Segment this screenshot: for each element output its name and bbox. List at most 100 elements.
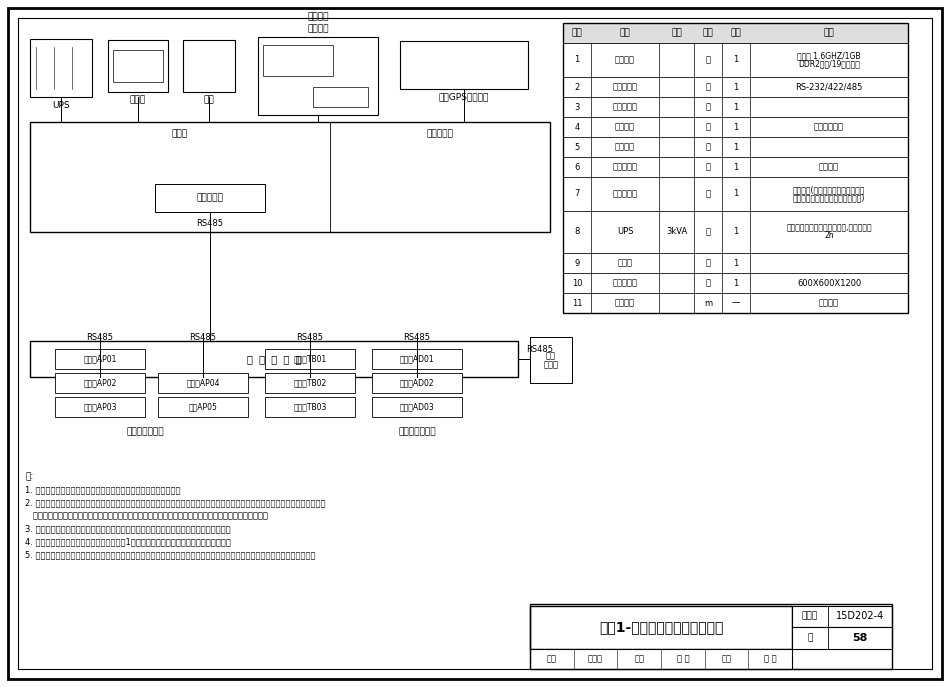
Bar	[563, 293, 908, 313]
Text: 汇流箱监测装置: 汇流箱监测装置	[398, 427, 436, 436]
Text: 通  信  管  理  表: 通 信 管 理 表	[247, 354, 301, 364]
Bar	[563, 137, 908, 157]
Bar	[530, 606, 792, 649]
Text: 2: 2	[575, 82, 580, 91]
Bar	[372, 373, 462, 393]
Text: 1. 本案例为中型光伏系统，根据建设单位的要求设置光伏监测系统。: 1. 本案例为中型光伏系统，根据建设单位的要求设置光伏监测系统。	[25, 485, 180, 494]
Text: 页: 页	[808, 633, 812, 643]
Text: 审核: 审核	[547, 655, 557, 664]
Text: 2h: 2h	[825, 232, 834, 240]
Bar	[55, 349, 145, 369]
Text: 3. 环境监测仪内置太阳辐射表，并提供光伏组件温度采集量口，风速风向信息等采集量口。: 3. 环境监测仪内置太阳辐射表，并提供光伏组件温度采集量口，风速风向信息等采集量…	[25, 524, 231, 533]
Text: 1: 1	[733, 56, 739, 65]
Text: 1: 1	[733, 278, 739, 287]
Bar	[263, 45, 333, 76]
Text: DDR2内存/19寸监视器: DDR2内存/19寸监视器	[798, 60, 860, 69]
Text: 打印机: 打印机	[130, 95, 146, 104]
Bar	[30, 341, 518, 377]
Text: 1: 1	[733, 190, 739, 199]
Text: 配网AP05: 配网AP05	[188, 403, 218, 412]
Text: 3kVA: 3kVA	[666, 227, 687, 236]
Bar	[313, 87, 368, 107]
Text: 58: 58	[852, 633, 867, 643]
Text: 系统对钟同步: 系统对钟同步	[814, 122, 844, 131]
Text: 9: 9	[575, 258, 580, 267]
Bar	[265, 397, 355, 417]
Text: 1: 1	[575, 56, 580, 65]
Text: 案例1-光伏发电监测系统示意图: 案例1-光伏发电监测系统示意图	[598, 620, 723, 635]
Bar	[372, 397, 462, 417]
Text: 授时模块: 授时模块	[615, 122, 635, 131]
Text: 故障报警信息以及环境参数，统计和显示日发电量、总发电量、节能减排指标等信息，并可开放打印报表。: 故障报警信息以及环境参数，统计和显示日发电量、总发电量、节能减排指标等信息，并可…	[25, 511, 268, 520]
Text: 汇流箱AD02: 汇流箱AD02	[400, 379, 434, 387]
Text: 多媒体音箱: 多媒体音箱	[613, 163, 637, 172]
Text: 配套提供: 配套提供	[819, 298, 839, 308]
Text: 逆变器TB03: 逆变器TB03	[294, 403, 327, 412]
Text: 音箱: 音箱	[203, 95, 215, 104]
Text: 校对: 校对	[635, 655, 644, 664]
Text: 1: 1	[733, 122, 739, 131]
Text: 环境监测仪: 环境监测仪	[613, 190, 637, 199]
Text: 声音报警: 声音报警	[819, 163, 839, 172]
Text: 台: 台	[706, 122, 711, 131]
Bar	[563, 253, 908, 273]
Text: 2. 监测系统可测量和显示系统工作电压和电流，系统的工作状态，直流侧电压和电流，交流输出电压和电流，功率，功率因数、频率、: 2. 监测系统可测量和显示系统工作电压和电流，系统的工作状态，直流侧电压和电流，…	[25, 498, 326, 507]
Text: 1: 1	[733, 258, 739, 267]
Text: 台: 台	[706, 82, 711, 91]
Text: RS485: RS485	[526, 344, 554, 354]
Text: 8: 8	[575, 227, 580, 236]
Text: 配电箱AP01: 配电箱AP01	[84, 354, 117, 363]
Text: RS485: RS485	[296, 333, 324, 341]
Text: 监测主机: 监测主机	[615, 56, 635, 65]
Bar	[183, 40, 235, 92]
Bar	[563, 43, 908, 77]
Bar	[563, 117, 908, 137]
Text: 配电箱AP04: 配电箱AP04	[186, 379, 219, 387]
Bar	[563, 23, 908, 313]
Text: 汇流箱AD03: 汇流箱AD03	[400, 403, 434, 412]
Text: 逆变器TB01: 逆变器TB01	[294, 354, 327, 363]
Text: 600X600X1200: 600X600X1200	[797, 278, 861, 287]
Text: 打印机: 打印机	[618, 258, 633, 267]
Text: 监测仪: 监测仪	[543, 360, 559, 369]
Text: UPS: UPS	[617, 227, 634, 236]
Text: 数据采集柜: 数据采集柜	[427, 130, 453, 139]
Text: RS485: RS485	[189, 333, 217, 341]
Text: 数据采集柜: 数据采集柜	[613, 278, 637, 287]
Text: 4. 系统具有数据存储查询功能，并能够记录1年以上数据，方便历史信息和故障记录查询。: 4. 系统具有数据存储查询功能，并能够记录1年以上数据，方便历史信息和故障记录查…	[25, 537, 231, 546]
Bar	[563, 23, 908, 43]
Text: 3: 3	[575, 102, 580, 111]
Text: 5: 5	[575, 142, 580, 152]
Text: 逆变器TB02: 逆变器TB02	[294, 379, 327, 387]
Text: 注:: 注:	[25, 472, 33, 481]
Text: 1: 1	[733, 82, 739, 91]
Bar	[400, 41, 528, 89]
Bar	[530, 604, 892, 669]
Bar	[265, 373, 355, 393]
Text: 汇流箱AD01: 汇流箱AD01	[400, 354, 434, 363]
Text: 套: 套	[706, 227, 711, 236]
Bar	[563, 177, 908, 211]
Bar	[530, 649, 792, 669]
Text: 环境监测(辐照度、风速、风向、环: 环境监测(辐照度、风速、风向、环	[793, 185, 865, 194]
Text: 7: 7	[575, 190, 580, 199]
Bar	[792, 627, 892, 649]
Text: 网络交换机: 网络交换机	[613, 102, 637, 111]
Text: 6: 6	[575, 163, 580, 172]
Text: 网络交换机: 网络交换机	[197, 194, 223, 203]
Text: 监测系统及配套设备应急供电,时间不小于: 监测系统及配套设备应急供电,时间不小于	[787, 223, 872, 232]
Text: 1: 1	[733, 142, 739, 152]
Text: 工控机 1.6GHZ/1GB: 工控机 1.6GHZ/1GB	[797, 52, 861, 60]
Text: 台: 台	[706, 56, 711, 65]
Text: 刘 昊: 刘 昊	[676, 655, 689, 664]
Text: 4: 4	[575, 122, 580, 131]
Bar	[30, 39, 92, 97]
Text: 台: 台	[706, 278, 711, 287]
Text: 管清宝: 管清宝	[588, 655, 603, 664]
Bar	[113, 50, 163, 82]
Text: 台: 台	[706, 163, 711, 172]
Text: —: —	[732, 298, 740, 308]
Text: UPS: UPS	[52, 100, 69, 109]
Bar	[158, 397, 248, 417]
Text: RS-232/422/485: RS-232/422/485	[795, 82, 863, 91]
